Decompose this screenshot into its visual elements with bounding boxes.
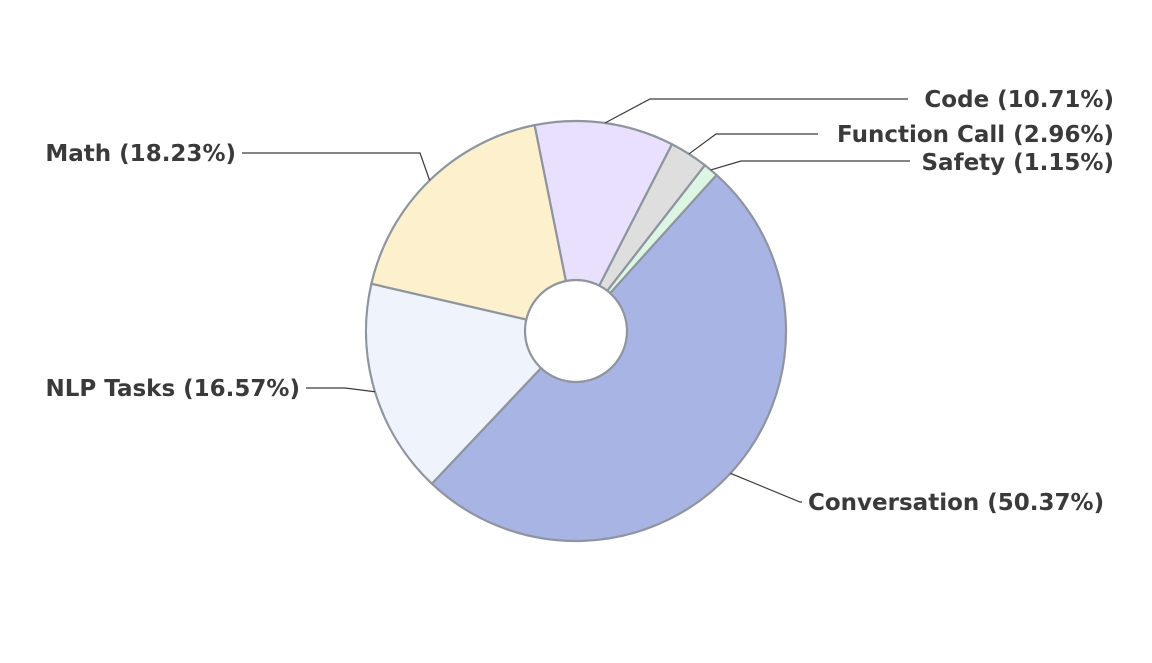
slice-labels: Conversation (50.37%) NLP Tasks (16.57%) M… xyxy=(45,87,1114,516)
pie-slice-nlp-tasks xyxy=(364,282,579,486)
slice-label-math: Math (18.23%) xyxy=(45,141,236,167)
leader-line-conversation xyxy=(730,472,802,503)
leader-line-math xyxy=(242,152,431,181)
leader-line-code xyxy=(604,98,908,124)
pie-slice-safety xyxy=(575,163,719,332)
slice-label-safety: Safety (1.15%) xyxy=(921,150,1114,176)
leader-line-function-call xyxy=(688,133,818,155)
center-hole xyxy=(523,278,629,384)
leader-lines xyxy=(242,98,910,503)
slice-label-nlp-tasks: NLP Tasks (16.57%) xyxy=(45,376,300,402)
leader-line-safety xyxy=(710,160,910,171)
leader-line-nlp-tasks xyxy=(306,387,376,393)
slice-label-function-call: Function Call (2.96%) xyxy=(837,122,1114,148)
slice-label-code: Code (10.71%) xyxy=(924,87,1114,113)
slice-label-conversation: Conversation (50.37%) xyxy=(808,490,1104,516)
